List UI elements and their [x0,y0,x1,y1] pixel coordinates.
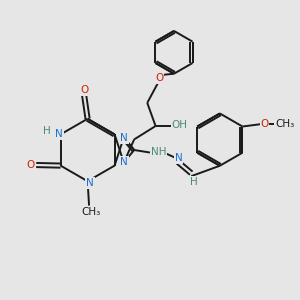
Text: H: H [190,176,197,187]
Text: N: N [86,178,94,188]
Text: H: H [43,126,51,136]
Text: OH: OH [171,119,188,130]
Text: N: N [55,129,63,139]
Text: CH₃: CH₃ [275,119,294,129]
Text: N: N [121,133,128,143]
Text: O: O [155,73,163,83]
Text: O: O [260,118,268,128]
Text: CH₃: CH₃ [81,207,100,217]
Text: O: O [80,85,88,95]
Text: O: O [27,160,35,170]
Text: NH: NH [151,147,166,157]
Text: N: N [175,153,182,163]
Text: N: N [121,157,128,167]
